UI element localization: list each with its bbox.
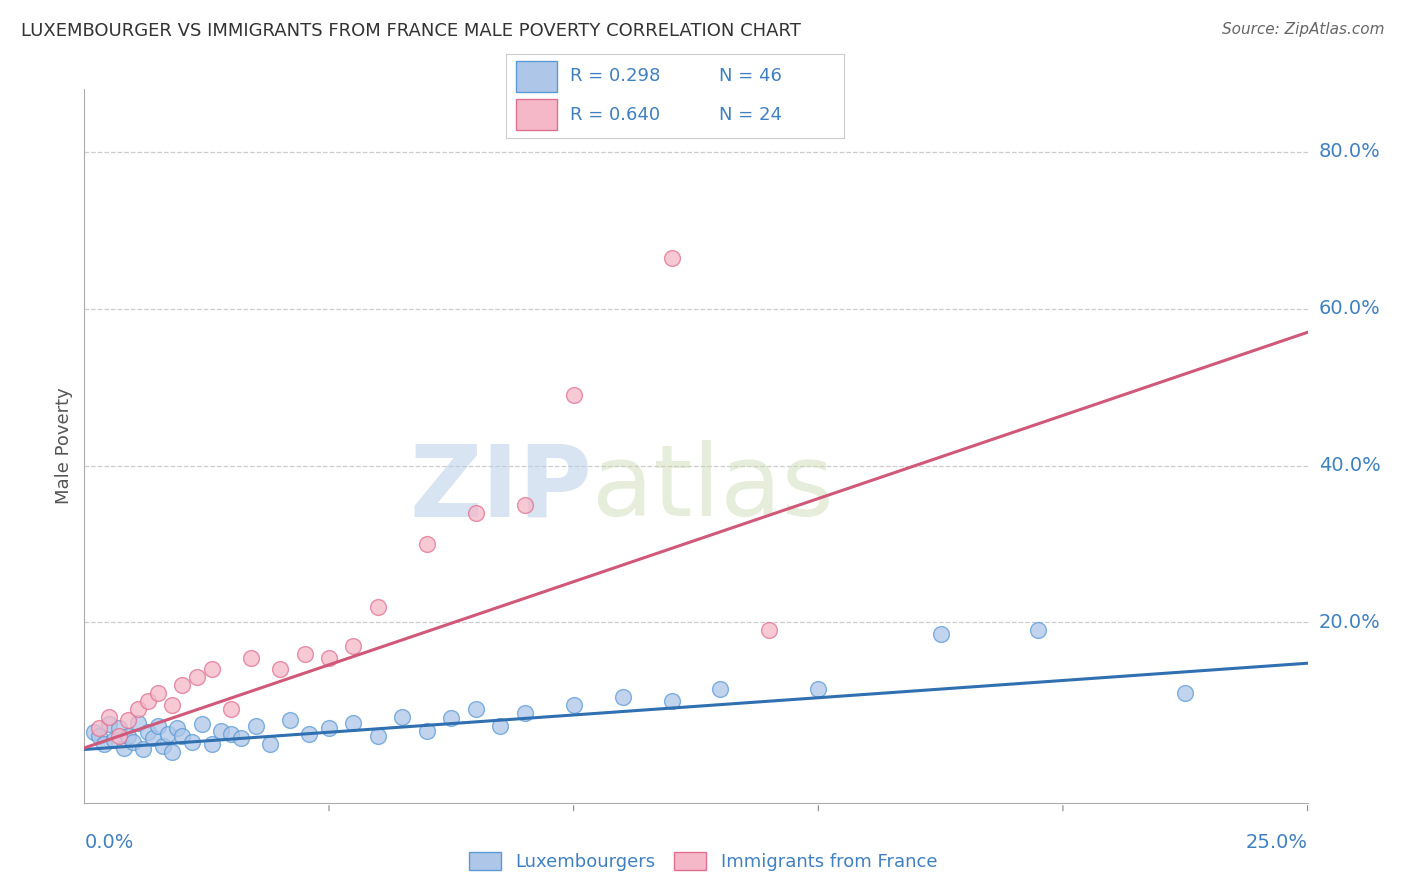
Text: ZIP: ZIP bbox=[409, 441, 592, 537]
Point bbox=[269, 663, 291, 677]
Point bbox=[758, 624, 780, 638]
Point bbox=[156, 727, 179, 741]
Point bbox=[166, 721, 188, 735]
Point bbox=[278, 714, 301, 728]
Point bbox=[807, 682, 830, 697]
Point bbox=[152, 739, 174, 754]
Point bbox=[132, 742, 155, 756]
Point bbox=[464, 702, 486, 716]
Point bbox=[200, 737, 222, 751]
Text: 25.0%: 25.0% bbox=[1246, 833, 1308, 853]
Point bbox=[186, 670, 208, 684]
Point bbox=[298, 727, 321, 741]
Text: 80.0%: 80.0% bbox=[1319, 143, 1381, 161]
Point bbox=[219, 702, 242, 716]
Point bbox=[142, 731, 165, 746]
Point bbox=[93, 737, 115, 751]
Point bbox=[416, 723, 439, 738]
Text: R = 0.298: R = 0.298 bbox=[571, 68, 661, 86]
Legend: Luxembourgers, Immigrants from France: Luxembourgers, Immigrants from France bbox=[461, 845, 945, 879]
Point bbox=[318, 650, 340, 665]
Point bbox=[464, 506, 486, 520]
Point bbox=[229, 731, 252, 746]
Point bbox=[513, 498, 536, 512]
Point bbox=[162, 745, 184, 759]
Point bbox=[294, 647, 316, 661]
Text: 60.0%: 60.0% bbox=[1319, 300, 1381, 318]
Point bbox=[259, 737, 281, 751]
Text: N = 24: N = 24 bbox=[718, 105, 782, 123]
Point bbox=[200, 663, 222, 677]
Point bbox=[146, 686, 169, 700]
Point bbox=[172, 678, 194, 692]
Point bbox=[122, 734, 145, 748]
Text: atlas: atlas bbox=[592, 441, 834, 537]
Point bbox=[83, 725, 105, 739]
Point bbox=[1028, 624, 1050, 638]
Point bbox=[162, 698, 184, 712]
Point bbox=[127, 702, 149, 716]
Point bbox=[87, 721, 110, 735]
FancyBboxPatch shape bbox=[516, 99, 557, 130]
Point bbox=[103, 733, 125, 747]
Point bbox=[172, 729, 194, 743]
Text: N = 46: N = 46 bbox=[718, 68, 782, 86]
Point bbox=[562, 388, 585, 402]
Point bbox=[318, 721, 340, 735]
Point bbox=[367, 729, 389, 743]
Point bbox=[136, 725, 159, 739]
Point bbox=[219, 727, 242, 741]
Text: 0.0%: 0.0% bbox=[84, 833, 134, 853]
Point bbox=[117, 729, 139, 743]
Point bbox=[97, 717, 120, 731]
Text: 40.0%: 40.0% bbox=[1319, 456, 1381, 475]
Point bbox=[117, 714, 139, 728]
Point bbox=[489, 719, 512, 733]
Point bbox=[612, 690, 634, 704]
Text: LUXEMBOURGER VS IMMIGRANTS FROM FRANCE MALE POVERTY CORRELATION CHART: LUXEMBOURGER VS IMMIGRANTS FROM FRANCE M… bbox=[21, 22, 801, 40]
Point bbox=[239, 650, 262, 665]
Text: R = 0.640: R = 0.640 bbox=[571, 105, 661, 123]
Point bbox=[440, 711, 463, 725]
Point bbox=[191, 717, 214, 731]
Point bbox=[136, 694, 159, 708]
Point bbox=[97, 709, 120, 723]
Point bbox=[661, 251, 683, 265]
Point bbox=[87, 729, 110, 743]
Point bbox=[107, 721, 129, 735]
Point bbox=[1174, 686, 1197, 700]
Point bbox=[513, 706, 536, 720]
Point bbox=[416, 537, 439, 551]
Point bbox=[146, 719, 169, 733]
Point bbox=[342, 639, 364, 653]
Point bbox=[367, 599, 389, 614]
Point bbox=[709, 682, 731, 697]
Point bbox=[342, 715, 364, 730]
Text: Source: ZipAtlas.com: Source: ZipAtlas.com bbox=[1222, 22, 1385, 37]
Point bbox=[107, 729, 129, 743]
Point bbox=[181, 734, 204, 748]
Y-axis label: Male Poverty: Male Poverty bbox=[55, 388, 73, 504]
Point bbox=[112, 740, 135, 755]
Point bbox=[127, 715, 149, 730]
Text: 20.0%: 20.0% bbox=[1319, 613, 1381, 632]
Point bbox=[562, 698, 585, 712]
Point bbox=[929, 627, 952, 641]
Point bbox=[391, 709, 413, 723]
Point bbox=[245, 719, 267, 733]
Point bbox=[661, 694, 683, 708]
Point bbox=[209, 723, 232, 738]
FancyBboxPatch shape bbox=[516, 62, 557, 92]
